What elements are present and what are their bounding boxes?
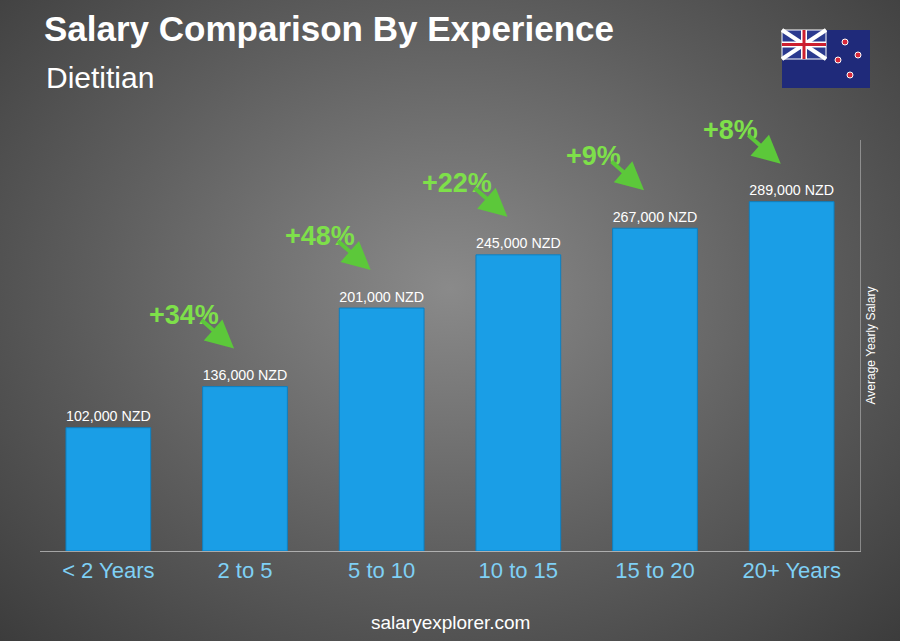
svg-text:15 to 20: 15 to 20 — [615, 558, 695, 583]
svg-text:102,000 NZD: 102,000 NZD — [66, 408, 151, 424]
svg-text:136,000 NZD: 136,000 NZD — [203, 367, 288, 383]
svg-text:< 2 Years: < 2 Years — [62, 558, 154, 583]
svg-text:Salary Comparison By Experienc: Salary Comparison By Experience — [44, 9, 614, 48]
svg-text:+9%: +9% — [566, 141, 621, 171]
svg-text:salaryexplorer.com: salaryexplorer.com — [371, 612, 530, 633]
svg-text:20+ Years: 20+ Years — [742, 558, 840, 583]
svg-text:10 to 15: 10 to 15 — [479, 558, 559, 583]
svg-text:201,000 NZD: 201,000 NZD — [339, 289, 424, 305]
svg-text:245,000 NZD: 245,000 NZD — [476, 235, 561, 251]
svg-text:Dietitian: Dietitian — [46, 61, 154, 94]
svg-text:+8%: +8% — [703, 115, 758, 145]
svg-text:+22%: +22% — [422, 168, 492, 198]
svg-text:267,000 NZD: 267,000 NZD — [613, 209, 698, 225]
svg-text:+48%: +48% — [285, 221, 355, 251]
svg-text:2 to 5: 2 to 5 — [217, 558, 272, 583]
svg-text:Average Yearly Salary: Average Yearly Salary — [864, 287, 878, 405]
svg-text:289,000 NZD: 289,000 NZD — [749, 182, 834, 198]
svg-text:5 to 10: 5 to 10 — [348, 558, 415, 583]
svg-text:+34%: +34% — [149, 300, 219, 330]
